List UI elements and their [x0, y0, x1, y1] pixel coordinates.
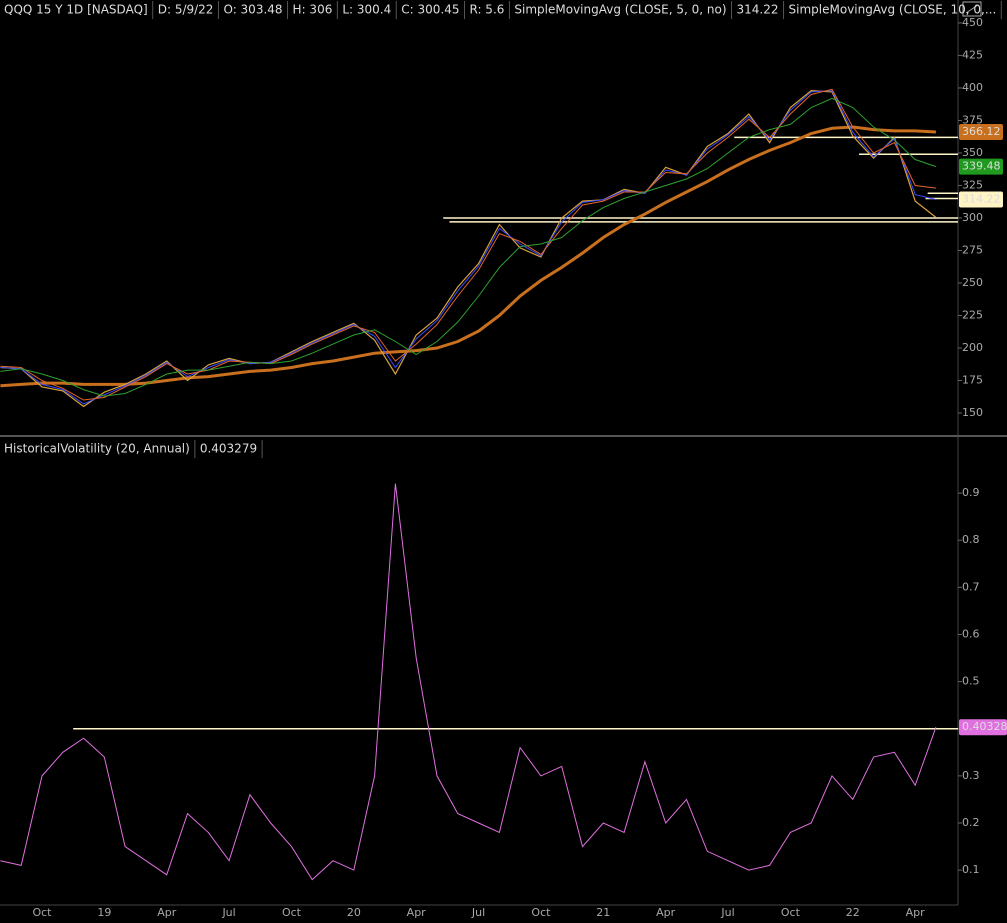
y-tick-label: 325 [962, 178, 983, 191]
x-tick-label: Oct [282, 906, 302, 919]
x-tick-label: Oct [32, 906, 52, 919]
y-tick-label: 200 [962, 341, 983, 354]
header-text: QQQ 15 Y 1D [NASDAQ] [4, 3, 148, 17]
drawing-icon-stroke [965, 4, 979, 14]
header-text: C: 300.45 [401, 3, 459, 17]
x-tick-label: 19 [97, 906, 111, 919]
y-tick-label: 425 [962, 48, 983, 61]
header-text: SimpleMovingAvg (CLOSE, 5, 0, no) [514, 3, 726, 17]
price-tag [959, 124, 1003, 141]
series-line [0, 483, 937, 881]
y-tick-label: 300 [962, 211, 983, 224]
y-tick-label: 0.6 [962, 627, 980, 640]
y-tick-label: 400 [962, 81, 983, 94]
price-tag [959, 191, 1003, 208]
header-text: 314.22 [737, 3, 779, 17]
series-line [0, 97, 937, 397]
y-tick-label: 275 [962, 243, 983, 256]
x-tick-label: 21 [596, 906, 610, 919]
x-tick-label: Jul [720, 906, 734, 919]
y-tick-label: 0.2 [962, 816, 980, 829]
x-tick-label: Jul [471, 906, 485, 919]
y-tick-label: 150 [962, 406, 983, 419]
y-tick-label: 0.9 [962, 486, 980, 499]
y-tick-label: 0.7 [962, 580, 980, 593]
series-line [0, 125, 936, 388]
y-tick-label: 450 [962, 16, 983, 29]
drawing-icon[interactable] [962, 1, 982, 17]
y-tick-label: 250 [962, 276, 983, 289]
x-tick-label: Oct [531, 906, 551, 919]
header-text: SimpleMovingAvg (CLOSE, 10, 0,... [789, 3, 997, 17]
header-text: L: 300.4 [342, 3, 391, 17]
x-tick-label: Oct [781, 906, 801, 919]
y-tick-label: 0.3 [962, 769, 980, 782]
header-text: HistoricalVolatility (20, Annual) [4, 442, 190, 456]
x-tick-label: Apr [906, 906, 926, 919]
y-tick-label: 375 [962, 113, 983, 126]
x-tick-label: Apr [656, 906, 676, 919]
y-tick-label: 0.1 [962, 863, 980, 876]
x-tick-label: Apr [157, 906, 177, 919]
header-text: O: 303.48 [223, 3, 282, 17]
header-text: D: 5/9/22 [158, 3, 214, 17]
price-tag [959, 158, 1003, 175]
price-tag-label: 314.22 [962, 192, 1001, 205]
x-tick-label: Jul [221, 906, 235, 919]
price-tag [959, 719, 1007, 736]
y-tick-label: 225 [962, 308, 983, 321]
y-tick-label: 350 [962, 146, 983, 159]
x-tick-label: Apr [407, 906, 427, 919]
price-tag-label: 339.48 [962, 160, 1001, 173]
price-tag-label: 0.40328 [962, 720, 1007, 733]
y-tick-label: 0.8 [962, 533, 980, 546]
y-tick-label: 0.5 [962, 675, 980, 688]
x-tick-label: 20 [347, 906, 361, 919]
series-line [0, 88, 936, 401]
header-text: H: 306 [293, 3, 333, 17]
price-tag-label: 366.12 [962, 125, 1001, 138]
header-text: R: 5.6 [469, 3, 504, 17]
y-tick-label: 175 [962, 373, 983, 386]
header-text: 0.403279 [200, 442, 257, 456]
x-tick-label: 22 [846, 906, 860, 919]
